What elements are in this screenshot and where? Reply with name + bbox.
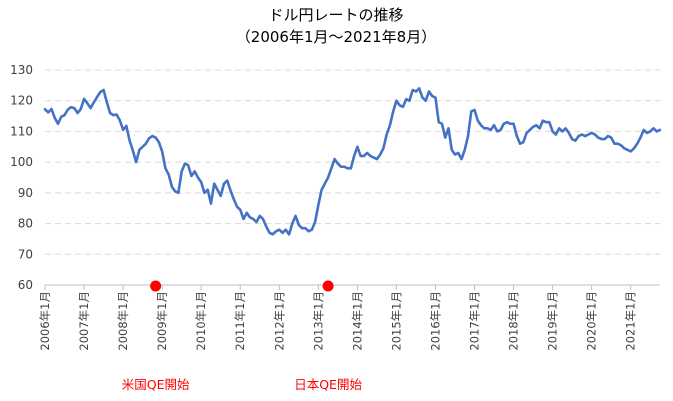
x-tick-label: 2008年1月	[116, 291, 130, 351]
x-tick-label: 2007年1月	[77, 291, 91, 351]
series-line-usdjpy	[43, 87, 662, 236]
y-tick-label: 110	[10, 124, 33, 138]
x-tick-label: 2010年1月	[194, 291, 208, 351]
annotation-labels: 米国QE開始 日本QE開始	[122, 377, 363, 392]
y-tick-label: 80	[18, 217, 33, 231]
qe-start-marker	[150, 280, 162, 292]
y-tick-label: 120	[10, 94, 33, 108]
chart-title: ドル円レートの推移	[268, 6, 403, 24]
y-tick-label: 70	[18, 247, 33, 261]
annotation-markers	[150, 280, 334, 292]
y-tick-label: 60	[18, 278, 33, 292]
x-tick-label: 2015年1月	[389, 291, 403, 351]
qe-start-label: 米国QE開始	[122, 377, 190, 392]
x-tick-label: 2009年1月	[155, 291, 169, 351]
x-tick-label: 2019年1月	[546, 291, 560, 351]
x-axis: 2006年1月 2007年1月 2008年1月 2009年1月 2010年1月 2011年…	[38, 284, 660, 351]
x-tick-label: 2021年1月	[624, 291, 638, 351]
y-axis-ticks: 60 70 80 90 100 110 120 130	[10, 63, 33, 292]
chart-subtitle: （2006年1月～2021年8月）	[236, 28, 436, 46]
qe-start-marker	[322, 280, 334, 292]
qe-start-label: 日本QE開始	[294, 377, 362, 392]
x-tick-label: 2016年1月	[428, 291, 442, 351]
x-tick-label: 2017年1月	[468, 291, 482, 351]
x-tick-label: 2006年1月	[38, 291, 52, 351]
x-tick-label: 2012年1月	[272, 291, 286, 351]
y-tick-label: 90	[18, 186, 33, 200]
x-tick-label: 2014年1月	[350, 291, 364, 351]
x-tick-label: 2020年1月	[585, 291, 599, 351]
x-tick-label: 2011年1月	[233, 291, 247, 351]
y-tick-label: 130	[10, 63, 33, 77]
x-tick-label: 2018年1月	[507, 291, 521, 351]
x-tick-label: 2013年1月	[311, 291, 325, 351]
y-tick-label: 100	[10, 155, 33, 169]
